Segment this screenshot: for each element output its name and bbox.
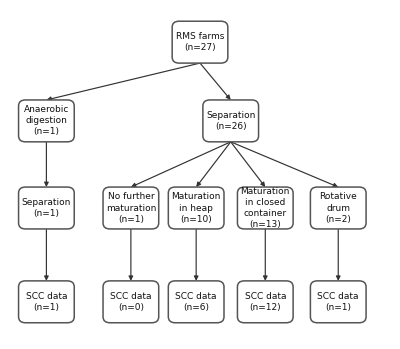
Text: Separation
(n=1): Separation (n=1) [22, 198, 71, 218]
Text: SCC data
(n=6): SCC data (n=6) [176, 292, 217, 312]
Text: Maturation
in heap
(n=10): Maturation in heap (n=10) [172, 192, 221, 224]
FancyBboxPatch shape [168, 281, 224, 323]
FancyBboxPatch shape [172, 21, 228, 63]
FancyBboxPatch shape [103, 187, 159, 229]
Text: RMS farms
(n=27): RMS farms (n=27) [176, 32, 224, 52]
Text: Separation
(n=26): Separation (n=26) [206, 111, 256, 131]
Text: Anaerobic
digestion
(n=1): Anaerobic digestion (n=1) [24, 105, 69, 136]
FancyBboxPatch shape [18, 187, 74, 229]
Text: SCC data
(n=0): SCC data (n=0) [110, 292, 152, 312]
Text: SCC data
(n=1): SCC data (n=1) [318, 292, 359, 312]
FancyBboxPatch shape [310, 281, 366, 323]
Text: SCC data
(n=12): SCC data (n=12) [244, 292, 286, 312]
FancyBboxPatch shape [238, 281, 293, 323]
FancyBboxPatch shape [238, 187, 293, 229]
FancyBboxPatch shape [310, 187, 366, 229]
Text: Maturation
in closed
container
(n=13): Maturation in closed container (n=13) [240, 187, 290, 229]
Text: No further
maturation
(n=1): No further maturation (n=1) [106, 192, 156, 224]
FancyBboxPatch shape [168, 187, 224, 229]
FancyBboxPatch shape [203, 100, 258, 142]
Text: SCC data
(n=1): SCC data (n=1) [26, 292, 67, 312]
FancyBboxPatch shape [18, 281, 74, 323]
FancyBboxPatch shape [18, 100, 74, 142]
FancyBboxPatch shape [103, 281, 159, 323]
Text: Rotative
drum
(n=2): Rotative drum (n=2) [319, 192, 357, 224]
